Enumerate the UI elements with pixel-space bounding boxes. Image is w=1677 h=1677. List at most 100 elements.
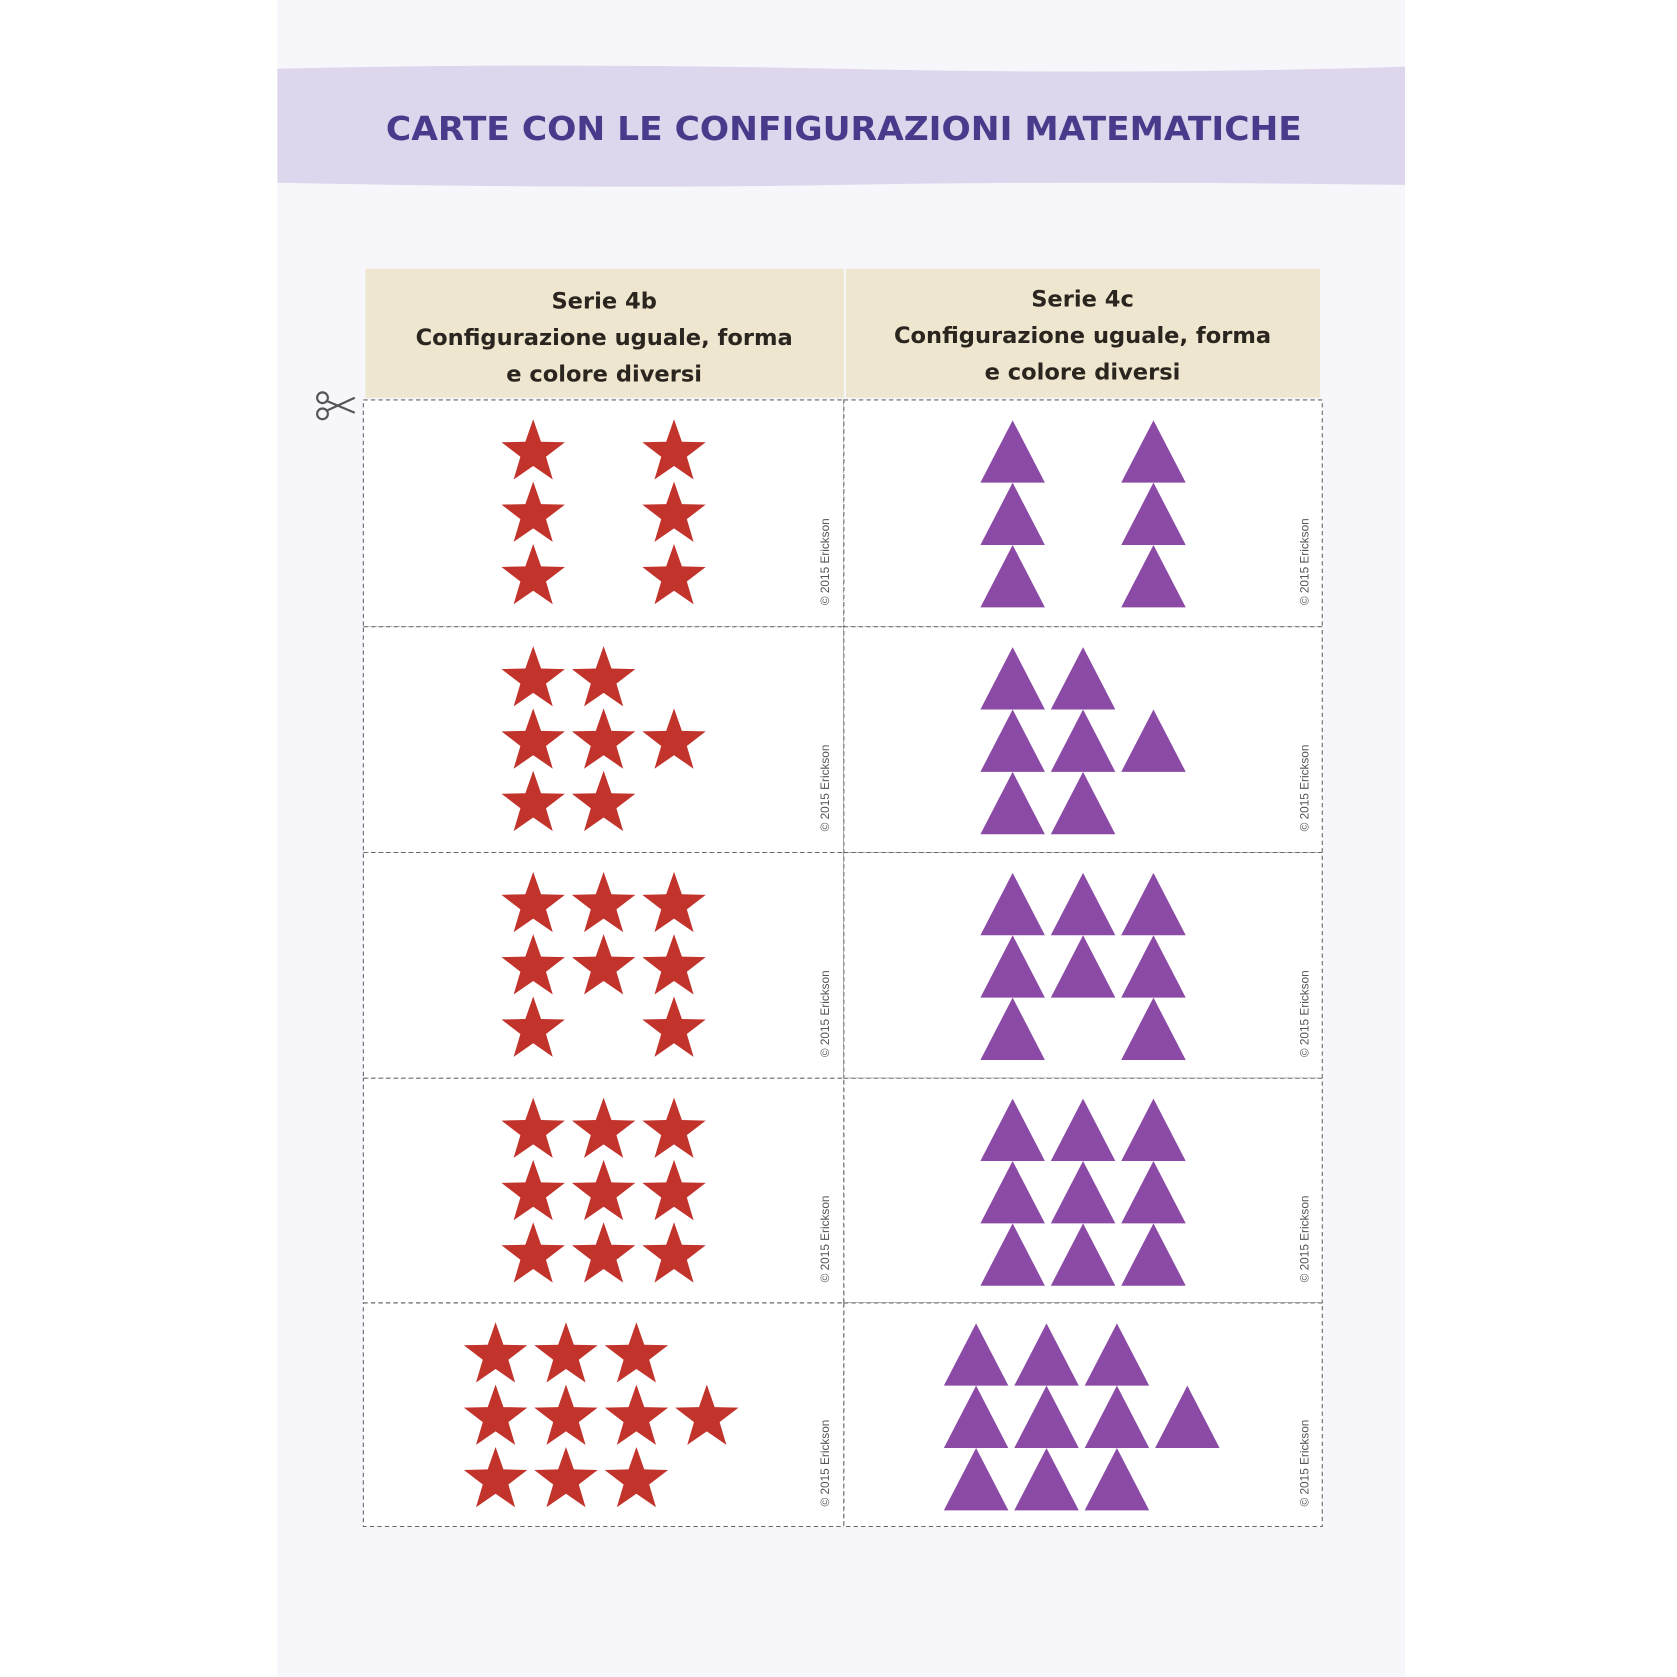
triangle bbox=[1050, 1098, 1116, 1161]
star bbox=[501, 419, 565, 480]
triangle bbox=[980, 872, 1045, 936]
triangle bbox=[980, 709, 1045, 772]
star bbox=[501, 1159, 565, 1221]
triangle bbox=[943, 1385, 1009, 1449]
triangle bbox=[1050, 1223, 1116, 1286]
star bbox=[571, 1097, 636, 1158]
column-header-line: Configurazione uguale, forma bbox=[894, 323, 1271, 349]
triangle bbox=[1050, 709, 1116, 772]
copyright: © 2015 Erickson bbox=[818, 1420, 832, 1507]
star bbox=[501, 871, 565, 933]
copyright: © 2015 Erickson bbox=[818, 745, 832, 832]
scissors-icon bbox=[316, 391, 356, 421]
triangle bbox=[1121, 709, 1186, 772]
triangle bbox=[980, 482, 1045, 546]
triangle bbox=[980, 420, 1045, 483]
card bbox=[843, 399, 1323, 628]
triangle bbox=[980, 771, 1045, 835]
star bbox=[642, 481, 706, 542]
column-header-line: Configurazione uguale, forma bbox=[416, 325, 793, 351]
column-header-cell bbox=[365, 268, 844, 398]
copyright: © 2015 Erickson bbox=[1297, 1420, 1311, 1507]
star bbox=[534, 1384, 598, 1445]
star bbox=[463, 1446, 528, 1508]
star bbox=[675, 1384, 739, 1445]
copyright: © 2015 Erickson bbox=[818, 970, 832, 1057]
star bbox=[571, 1222, 636, 1283]
star bbox=[642, 934, 706, 995]
triangle bbox=[1121, 872, 1186, 936]
star bbox=[571, 708, 636, 769]
card bbox=[362, 1302, 845, 1528]
star bbox=[642, 996, 706, 1057]
star bbox=[604, 1322, 669, 1383]
triangle bbox=[980, 935, 1045, 998]
star bbox=[604, 1384, 669, 1445]
star bbox=[501, 1097, 565, 1158]
copyright: © 2015 Erickson bbox=[1297, 518, 1311, 605]
triangle bbox=[980, 1098, 1045, 1161]
triangle bbox=[1014, 1448, 1079, 1511]
star bbox=[501, 1222, 565, 1283]
copyright: © 2015 Erickson bbox=[1297, 745, 1311, 832]
triangle bbox=[1014, 1323, 1079, 1386]
star bbox=[571, 934, 636, 995]
star bbox=[501, 646, 565, 707]
triangle bbox=[943, 1448, 1009, 1511]
triangle bbox=[1014, 1385, 1079, 1449]
star bbox=[501, 996, 565, 1057]
star bbox=[501, 708, 565, 769]
star bbox=[571, 871, 636, 933]
triangle bbox=[1084, 1323, 1150, 1386]
triangle bbox=[943, 1323, 1009, 1386]
star bbox=[604, 1446, 669, 1508]
triangle bbox=[1084, 1385, 1150, 1449]
star bbox=[642, 1222, 706, 1283]
star bbox=[534, 1322, 598, 1383]
title-banner bbox=[277, 65, 1406, 187]
triangle bbox=[1121, 935, 1186, 998]
triangle bbox=[980, 1161, 1045, 1224]
star bbox=[642, 708, 706, 769]
triangle bbox=[980, 1223, 1045, 1286]
star bbox=[642, 871, 706, 933]
column-header-cell bbox=[846, 268, 1321, 398]
triangle bbox=[1121, 1161, 1186, 1224]
star bbox=[571, 646, 636, 707]
triangle bbox=[1084, 1448, 1150, 1511]
star bbox=[571, 1159, 636, 1221]
triangle bbox=[1121, 420, 1186, 483]
copyright: © 2015 Erickson bbox=[1297, 970, 1311, 1057]
column-header-line: e colore diversi bbox=[985, 359, 1181, 385]
star bbox=[501, 543, 565, 605]
triangle bbox=[980, 997, 1045, 1060]
page-title: CARTE CON LE CONFIGURAZIONI MATEMATICHE bbox=[386, 109, 1302, 148]
triangle bbox=[1050, 647, 1116, 710]
triangle bbox=[1121, 997, 1186, 1060]
card bbox=[362, 399, 845, 628]
triangle bbox=[980, 647, 1045, 710]
star bbox=[642, 543, 706, 605]
triangle bbox=[1050, 935, 1116, 998]
triangle bbox=[1155, 1385, 1220, 1449]
copyright: © 2015 Erickson bbox=[818, 518, 832, 605]
star bbox=[501, 481, 565, 542]
column-header-line: e colore diversi bbox=[506, 362, 702, 388]
star bbox=[463, 1384, 528, 1445]
star bbox=[642, 1159, 706, 1221]
triangle bbox=[1050, 771, 1116, 835]
card bbox=[843, 1302, 1323, 1528]
column-header-line: Serie 4b bbox=[551, 289, 656, 315]
triangle bbox=[1121, 1223, 1186, 1286]
triangle bbox=[1121, 545, 1186, 608]
star bbox=[534, 1446, 598, 1508]
column-header-line: Serie 4c bbox=[1031, 286, 1134, 312]
copyright: © 2015 Erickson bbox=[1297, 1196, 1311, 1283]
triangle bbox=[1050, 1161, 1116, 1224]
triangle bbox=[1121, 1098, 1186, 1161]
star bbox=[642, 1097, 706, 1158]
triangle bbox=[1050, 872, 1116, 936]
star bbox=[571, 770, 636, 832]
triangle bbox=[980, 545, 1045, 608]
